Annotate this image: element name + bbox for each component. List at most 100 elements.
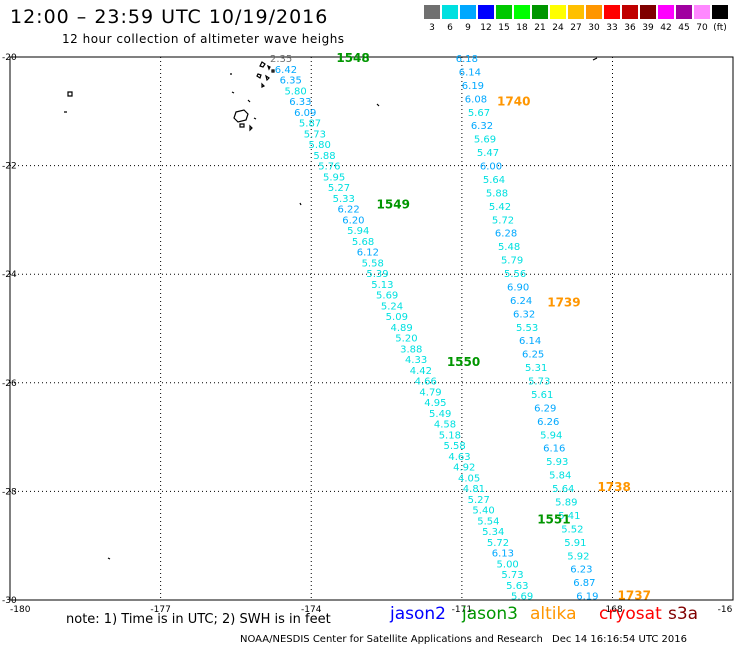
wave-height-value: 5.69 — [511, 592, 533, 603]
color-scale-label: 70 — [696, 23, 708, 33]
wave-height-value: 5.73 — [501, 570, 523, 581]
color-swatch — [460, 5, 476, 19]
wave-height-value: 5.40 — [472, 506, 494, 517]
wave-height-value: 5.80 — [284, 86, 306, 97]
wave-height-value: 4.42 — [410, 366, 432, 377]
wave-height-value: 5.91 — [564, 538, 586, 549]
wave-height-value: 5.67 — [468, 108, 490, 119]
color-scale-label: 42 — [660, 23, 672, 33]
wave-height-value: 6.20 — [342, 215, 364, 226]
legend-s3a: s3a — [668, 604, 699, 624]
color-scale-label: 15 — [498, 23, 510, 33]
lon-tick-label: -168 — [602, 605, 623, 615]
color-scale-label: 27 — [570, 23, 582, 33]
footnote: note: 1) Time is in UTC; 2) SWH is in fe… — [66, 612, 331, 627]
color-swatch — [532, 5, 548, 19]
lat-tick-label: -30 — [2, 596, 17, 606]
wave-height-value: 6.28 — [495, 229, 517, 240]
wave-height-value: 6.90 — [507, 282, 529, 293]
wave-height-value: 5.95 — [323, 172, 345, 183]
wave-height-value: 5.18 — [439, 430, 461, 441]
wave-height-value: 6.87 — [573, 578, 595, 589]
lat-lon-grid — [10, 57, 733, 600]
wave-height-value: 6.25 — [522, 350, 544, 361]
wave-height-value: 5.00 — [497, 559, 519, 570]
wave-height-value: 5.73 — [528, 377, 550, 388]
color-scale-label: 24 — [552, 23, 564, 33]
wave-height-value: 5.72 — [487, 538, 509, 549]
wave-height-value: 5.52 — [561, 524, 583, 535]
wave-height-value: 6.16 — [543, 444, 565, 455]
color-swatch — [640, 5, 656, 19]
wave-height-value: 3.88 — [400, 344, 422, 355]
generation-timestamp: Dec 14 16:16:54 UTC 2016 — [552, 634, 687, 645]
color-scale-label: 36 — [624, 23, 636, 33]
altika-time-label: 1739 — [547, 295, 580, 309]
map-title: 12:00 – 23:59 UTC 10/19/2016 — [10, 6, 329, 28]
wave-height-value: 5.27 — [468, 495, 490, 506]
color-swatch — [550, 5, 566, 19]
wave-height-value: 6.32 — [513, 309, 535, 320]
wave-height-value: 6.18 — [456, 54, 478, 65]
wave-height-value: 5.63 — [506, 581, 528, 592]
lat-tick-label: -28 — [2, 487, 17, 497]
color-scale-label: 39 — [642, 23, 654, 33]
color-swatch — [694, 5, 710, 19]
island-coastlines — [64, 57, 598, 560]
wave-height-value: 5.69 — [474, 135, 496, 146]
color-swatch — [514, 5, 530, 19]
color-swatch — [424, 5, 440, 19]
wave-height-value: 4.79 — [419, 387, 441, 398]
color-swatch — [604, 5, 620, 19]
lat-tick-label: -22 — [2, 162, 17, 172]
wave-height-value: 6.14 — [459, 67, 481, 78]
wave-height-value: 5.13 — [371, 280, 393, 291]
wave-height-value: 5.87 — [299, 119, 321, 130]
color-swatch — [568, 5, 584, 19]
wave-height-value: 5.58 — [444, 441, 466, 452]
color-scale-label: 45 — [678, 23, 690, 33]
wave-height-value: 5.09 — [386, 312, 408, 323]
color-swatch — [658, 5, 674, 19]
wave-height-value: 5.34 — [482, 527, 504, 538]
wave-height-value: 6.23 — [570, 565, 592, 576]
legend-cryosat: cryosat — [599, 604, 662, 624]
lon-tick-label: -171 — [452, 605, 472, 615]
wave-height-value: 5.93 — [546, 457, 568, 468]
wave-height-value: 4.63 — [448, 452, 470, 463]
wave-height-value: 5.49 — [429, 409, 451, 420]
wave-height-value: 6.26 — [537, 417, 559, 428]
wave-height-value: 6.35 — [280, 76, 302, 87]
lat-tick-label: -26 — [2, 379, 17, 389]
wave-height-value: 5.64 — [552, 484, 574, 495]
color-scale-label: 30 — [588, 23, 600, 33]
wave-height-value: 5.89 — [555, 497, 577, 508]
color-swatch — [586, 5, 602, 19]
island-shape — [233, 109, 253, 132]
wave-height-value: 5.94 — [540, 430, 562, 441]
wave-height-value: 4.89 — [390, 323, 412, 334]
color-swatch — [496, 5, 512, 19]
legend-jason3: jason3 — [462, 604, 518, 624]
map-subtitle: 12 hour collection of altimeter wave hei… — [62, 32, 345, 46]
color-swatch — [442, 5, 458, 19]
wave-height-value: 5.20 — [395, 334, 417, 345]
color-scale-label: 21 — [534, 23, 546, 33]
wave-height-value: 5.88 — [486, 188, 508, 199]
wave-height-value: 5.39 — [366, 269, 388, 280]
satellite-tracks: 2.356.426.355.806.336.095.875.735.805.88… — [270, 54, 599, 603]
color-scale-label: 18 — [516, 23, 528, 33]
wave-height-value: 2.35 — [270, 54, 292, 65]
color-swatch — [676, 5, 692, 19]
wave-height-value: 6.13 — [492, 549, 514, 560]
wave-height-value: 4.81 — [463, 484, 485, 495]
wave-height-value: 5.68 — [352, 237, 374, 248]
jason3-time-label: 1551 — [537, 513, 570, 527]
wave-height-value: 6.42 — [275, 65, 297, 76]
wave-height-value: 5.69 — [376, 291, 398, 302]
color-scale-label: 33 — [606, 23, 618, 33]
color-scale-label: 12 — [480, 23, 492, 33]
wave-height-value: 6.29 — [534, 403, 556, 414]
wave-height-value: 5.56 — [504, 269, 526, 280]
